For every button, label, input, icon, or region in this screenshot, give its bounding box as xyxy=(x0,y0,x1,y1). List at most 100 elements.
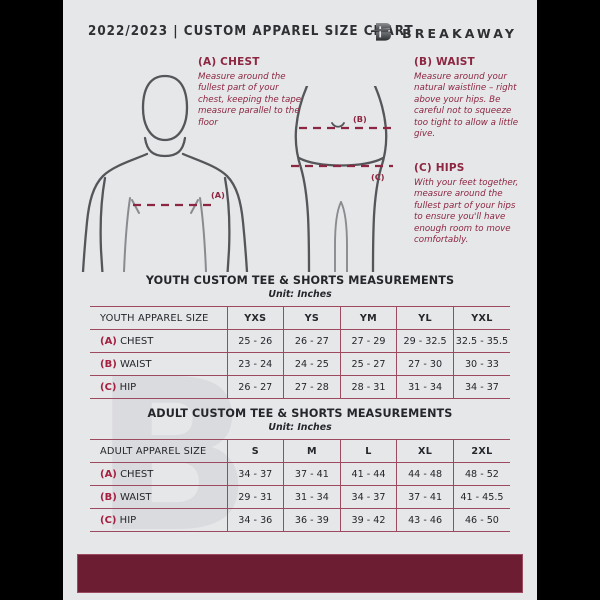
adult-hip-m: 36 - 39 xyxy=(283,508,341,532)
breakaway-b-logo-icon xyxy=(371,23,392,43)
youth-waist-yl: 27 - 30 xyxy=(396,352,454,376)
youth-hip-yxl: 34 - 37 xyxy=(452,375,510,399)
youth-hip-ym: 28 - 31 xyxy=(339,375,398,399)
adult-header-2: M xyxy=(283,439,341,463)
youth-table-unit: Unit: Inches xyxy=(268,289,332,300)
hips-callout-label: (C) xyxy=(371,172,385,182)
table-row: (B) WAIST 29 - 31 31 - 34 34 - 37 37 - 4… xyxy=(90,485,510,509)
page-title: 2022/2023 | CUSTOM APPAREL SIZE CHART xyxy=(88,24,414,39)
chest-note-body: Measure around the fullest part of your … xyxy=(198,72,302,128)
youth-table-title: YOUTH CUSTOM TEE & SHORTS MEASUREMENTS xyxy=(145,274,455,287)
youth-waist-ym: 25 - 27 xyxy=(339,352,398,376)
hips-note-title: (C) HIPS xyxy=(414,162,465,174)
table-row: (A) CHEST 34 - 37 37 - 41 41 - 44 44 - 4… xyxy=(90,462,510,486)
youth-chest-yl: 29 - 32.5 xyxy=(396,329,454,353)
lower-body-figure xyxy=(294,86,388,272)
youth-row-label-chest: (A) CHEST xyxy=(90,329,228,353)
row-tag: (A) xyxy=(100,468,117,480)
row-label: WAIST xyxy=(119,358,152,370)
waist-note-title: (B) WAIST xyxy=(414,56,475,68)
waist-callout-label: (B) xyxy=(353,114,367,124)
table-header-row: ADULT APPAREL SIZE S M L XL 2XL xyxy=(90,439,510,463)
adult-row-label-hip: (C) HIP xyxy=(90,508,228,532)
brand-name: BREAKAWAY xyxy=(402,25,517,41)
row-label: CHEST xyxy=(120,468,154,480)
row-tag: (C) xyxy=(100,514,117,526)
hips-note-body: With your feet together, measure around … xyxy=(414,178,519,246)
adult-waist-2xl: 41 - 45.5 xyxy=(452,485,510,509)
adult-waist-l: 34 - 37 xyxy=(339,485,398,509)
adult-waist-s: 29 - 31 xyxy=(226,485,285,509)
youth-waist-ys: 24 - 25 xyxy=(283,352,341,376)
adult-header-0: ADULT APPAREL SIZE xyxy=(90,439,228,463)
chest-note-title: (A) CHEST xyxy=(198,56,260,68)
adult-hip-s: 34 - 36 xyxy=(226,508,285,532)
adult-measurements-block: ADULT CUSTOM TEE & SHORTS MEASUREMENTS U… xyxy=(90,407,510,532)
page-header: 2022/2023 | CUSTOM APPAREL SIZE CHART xyxy=(63,20,537,46)
youth-chest-ym: 27 - 29 xyxy=(339,329,398,353)
row-label: HIP xyxy=(119,514,137,526)
youth-waist-yxl: 30 - 33 xyxy=(452,352,510,376)
row-label: HIP xyxy=(119,381,137,393)
table-row: (B) WAIST 23 - 24 24 - 25 25 - 27 27 - 3… xyxy=(90,352,510,376)
row-tag: (B) xyxy=(100,358,117,370)
table-header-row: YOUTH APPAREL SIZE YXS YS YM YL YXL xyxy=(90,306,510,330)
youth-hip-yl: 31 - 34 xyxy=(396,375,454,399)
adult-table-unit: Unit: Inches xyxy=(268,422,332,433)
adult-header-4: XL xyxy=(396,439,454,463)
youth-size-table: YOUTH APPAREL SIZE YXS YS YM YL YXL (A) … xyxy=(90,306,510,399)
adult-hip-l: 39 - 42 xyxy=(339,508,398,532)
youth-chest-yxs: 25 - 26 xyxy=(226,329,285,353)
youth-hip-yxs: 26 - 27 xyxy=(226,375,285,399)
adult-hip-xl: 43 - 46 xyxy=(396,508,454,532)
youth-row-label-waist: (B) WAIST xyxy=(90,352,228,376)
youth-row-label-hip: (C) HIP xyxy=(90,375,228,399)
adult-chest-m: 37 - 41 xyxy=(283,462,341,486)
footer-maroon-bar xyxy=(77,554,523,593)
adult-header-5: 2XL xyxy=(452,439,510,463)
youth-header-0: YOUTH APPAREL SIZE xyxy=(90,306,228,330)
chest-note: (A) CHEST Measure around the fullest par… xyxy=(198,56,302,129)
youth-header-5: YXL xyxy=(452,306,510,330)
adult-size-table: ADULT APPAREL SIZE S M L XL 2XL (A) CHES… xyxy=(90,439,510,532)
youth-header-4: YL xyxy=(396,306,454,330)
table-row: (C) HIP 26 - 27 27 - 28 28 - 31 31 - 34 … xyxy=(90,375,510,399)
row-label: WAIST xyxy=(119,491,152,503)
youth-waist-yxs: 23 - 24 xyxy=(226,352,285,376)
youth-chest-yxl: 32.5 - 35.5 xyxy=(452,329,510,353)
youth-header-3: YM xyxy=(339,306,398,330)
waist-note-body: Measure around your natural waistline – … xyxy=(414,72,519,140)
adult-header-3: L xyxy=(339,439,398,463)
hips-note: (C) HIPS With your feet together, measur… xyxy=(414,162,522,246)
table-row: (A) CHEST 25 - 26 26 - 27 27 - 29 29 - 3… xyxy=(90,329,510,353)
youth-header-1: YXS xyxy=(226,306,285,330)
adult-chest-s: 34 - 37 xyxy=(226,462,285,486)
adult-hip-2xl: 46 - 50 xyxy=(452,508,510,532)
waist-note: (B) WAIST Measure around your natural wa… xyxy=(414,56,522,140)
chest-callout-label: (A) xyxy=(211,190,225,200)
row-label: CHEST xyxy=(120,335,154,347)
youth-header-2: YS xyxy=(283,306,341,330)
adult-row-label-chest: (A) CHEST xyxy=(90,462,228,486)
adult-waist-m: 31 - 34 xyxy=(283,485,341,509)
youth-chest-ys: 26 - 27 xyxy=(283,329,341,353)
adult-header-1: S xyxy=(226,439,285,463)
adult-table-title: ADULT CUSTOM TEE & SHORTS MEASUREMENTS xyxy=(147,407,453,420)
adult-chest-l: 41 - 44 xyxy=(339,462,398,486)
measurement-diagram: (A) (B) (C) xyxy=(63,50,537,272)
youth-hip-ys: 27 - 28 xyxy=(283,375,341,399)
row-tag: (B) xyxy=(100,491,117,503)
size-chart-sheet: B 2022/2023 | CUSTOM APPAREL SIZE CHART xyxy=(63,0,537,600)
adult-chest-2xl: 48 - 52 xyxy=(452,462,510,486)
waist-hip-measure-lines xyxy=(291,126,393,168)
front-torso-figure xyxy=(81,74,249,272)
adult-chest-xl: 44 - 48 xyxy=(396,462,454,486)
row-tag: (C) xyxy=(100,381,117,393)
brand-lockup: BREAKAWAY xyxy=(369,20,517,46)
table-row: (C) HIP 34 - 36 36 - 39 39 - 42 43 - 46 … xyxy=(90,508,510,532)
adult-waist-xl: 37 - 41 xyxy=(396,485,454,509)
row-tag: (A) xyxy=(100,335,117,347)
adult-row-label-waist: (B) WAIST xyxy=(90,485,228,509)
youth-measurements-block: YOUTH CUSTOM TEE & SHORTS MEASUREMENTS U… xyxy=(90,274,510,399)
